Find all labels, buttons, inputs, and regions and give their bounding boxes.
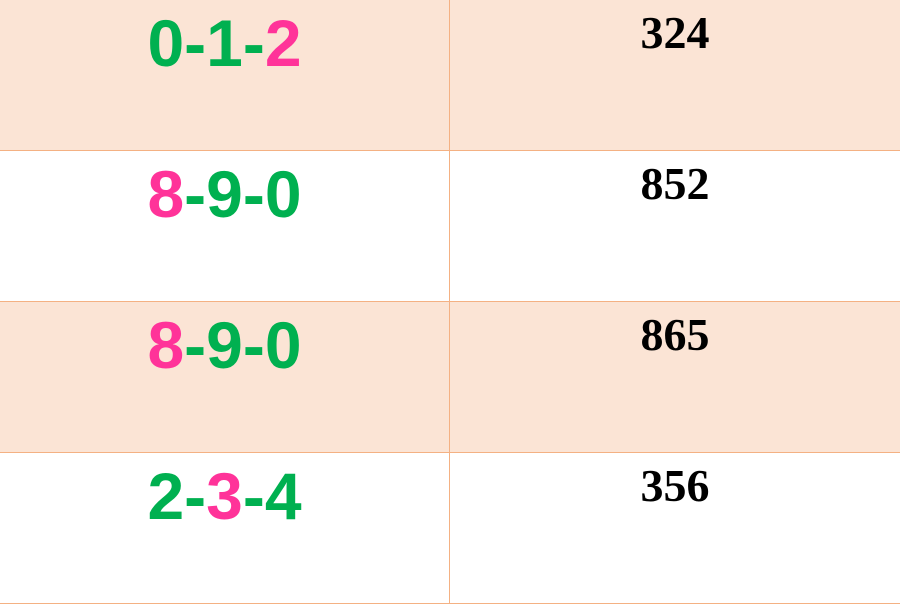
table-row: 8-9-0 865 bbox=[0, 302, 900, 453]
table-row: 0-1-2 324 bbox=[0, 0, 900, 151]
combo-cell: 2-3-4 bbox=[0, 453, 450, 604]
digit: 3 bbox=[206, 459, 243, 533]
number-value: 356 bbox=[641, 463, 710, 509]
dash: - bbox=[184, 6, 206, 80]
combo-cell: 0-1-2 bbox=[0, 0, 450, 151]
number-cell: 852 bbox=[450, 151, 900, 302]
digit: 2 bbox=[147, 459, 184, 533]
number-cell: 865 bbox=[450, 302, 900, 453]
digit: 0 bbox=[265, 308, 302, 382]
digit-combo: 8-9-0 bbox=[147, 161, 301, 227]
digit: 9 bbox=[206, 308, 243, 382]
digit: 0 bbox=[265, 157, 302, 231]
number-cell: 356 bbox=[450, 453, 900, 604]
dash: - bbox=[243, 308, 265, 382]
number-value: 852 bbox=[641, 161, 710, 207]
digit-combo: 8-9-0 bbox=[147, 312, 301, 378]
digit: 8 bbox=[147, 157, 184, 231]
digit: 1 bbox=[206, 6, 243, 80]
combo-cell: 8-9-0 bbox=[0, 302, 450, 453]
number-value: 324 bbox=[641, 10, 710, 56]
table-row: 8-9-0 852 bbox=[0, 151, 900, 302]
combo-cell: 8-9-0 bbox=[0, 151, 450, 302]
dash: - bbox=[184, 459, 206, 533]
number-cell: 324 bbox=[450, 0, 900, 151]
digit-combo: 0-1-2 bbox=[147, 10, 301, 76]
dash: - bbox=[243, 6, 265, 80]
dash: - bbox=[184, 157, 206, 231]
digit: 4 bbox=[265, 459, 302, 533]
dash: - bbox=[243, 459, 265, 533]
digit: 8 bbox=[147, 308, 184, 382]
digit: 0 bbox=[147, 6, 184, 80]
table-row: 2-3-4 356 bbox=[0, 453, 900, 604]
digit-combo: 2-3-4 bbox=[147, 463, 301, 529]
dash: - bbox=[243, 157, 265, 231]
digit: 9 bbox=[206, 157, 243, 231]
digit: 2 bbox=[265, 6, 302, 80]
number-value: 865 bbox=[641, 312, 710, 358]
dash: - bbox=[184, 308, 206, 382]
